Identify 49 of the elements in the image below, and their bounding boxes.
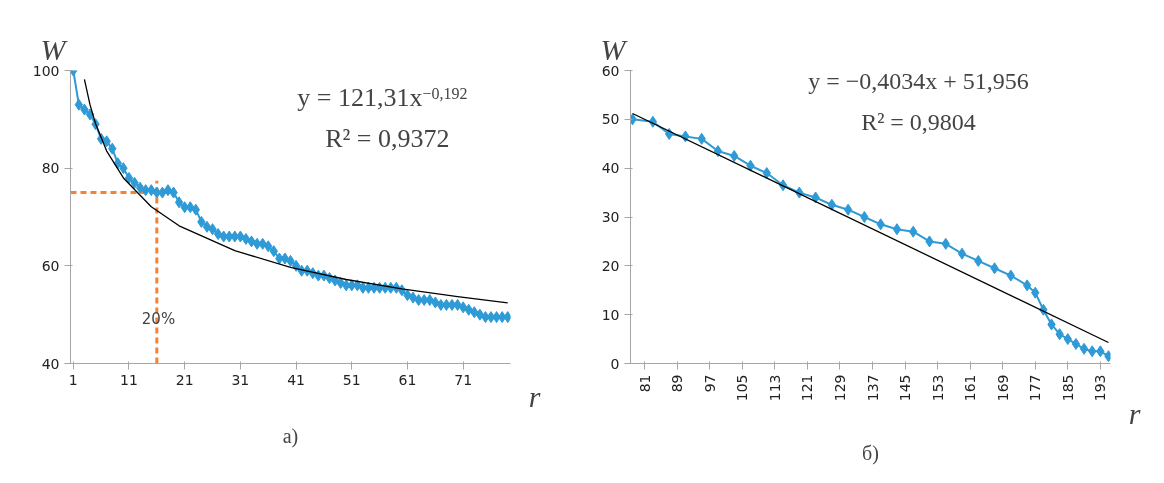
y-tick-label: 80: [41, 160, 60, 177]
x-tick-label: 113: [766, 374, 783, 402]
x-tick-label: 105: [734, 374, 751, 402]
text: а): [282, 424, 299, 448]
y-tick-label: 20: [601, 257, 620, 274]
x-tick-label: 137: [864, 374, 881, 402]
point: [1071, 337, 1081, 350]
x-tick-label: 161: [962, 374, 979, 402]
y-tick-label: 40: [601, 160, 620, 177]
x-tick-label: 89: [669, 374, 686, 393]
point: [843, 203, 853, 216]
annotation: R² = 0,9804: [861, 108, 976, 135]
x-axis-title: r: [528, 379, 541, 413]
point: [827, 198, 837, 211]
x-tick-label: 41: [287, 371, 305, 388]
x-tick-label: 185: [1059, 374, 1076, 402]
x-tick-label: 177: [1027, 374, 1044, 402]
x-tick-label: 121: [799, 374, 816, 402]
y-tick-label: 60: [41, 257, 60, 274]
point: [1079, 342, 1089, 355]
x-tick-label: 21: [175, 371, 194, 388]
point: [1006, 269, 1016, 282]
x-axis-title: r: [1128, 396, 1141, 430]
point: [892, 223, 902, 236]
x-tick-label: 1: [68, 371, 78, 388]
x-tick-label: 11: [120, 371, 138, 388]
annotation: y = −0,4034x + 51,956: [808, 67, 1029, 94]
annotation: R² = 0,9372: [325, 123, 450, 153]
y-tick-label: 30: [601, 209, 620, 225]
x-tick-label: 61: [398, 371, 417, 388]
y-tick-label: 40: [41, 355, 60, 372]
x-tick-label: 71: [454, 371, 473, 388]
y-tick-label: 0: [610, 355, 620, 372]
y-tick-label: 10: [601, 306, 620, 323]
x-tick-label: 169: [994, 374, 1011, 402]
x-tick-label: 153: [929, 374, 946, 402]
text: б): [862, 441, 879, 465]
x-tick-label: 81: [636, 374, 653, 393]
point: [860, 211, 869, 223]
x-tick-label: 31: [231, 371, 250, 388]
x-tick-label: 97: [701, 374, 718, 393]
point: [957, 247, 967, 260]
point: [1022, 279, 1032, 292]
x-tick-label: 51: [342, 371, 361, 388]
x-tick-label: 129: [831, 374, 848, 402]
y-tick-label: 50: [601, 111, 620, 128]
x-tick-label: 193: [1092, 374, 1109, 402]
x-tick-label: 145: [897, 374, 914, 402]
annotation: 20%: [141, 310, 176, 329]
